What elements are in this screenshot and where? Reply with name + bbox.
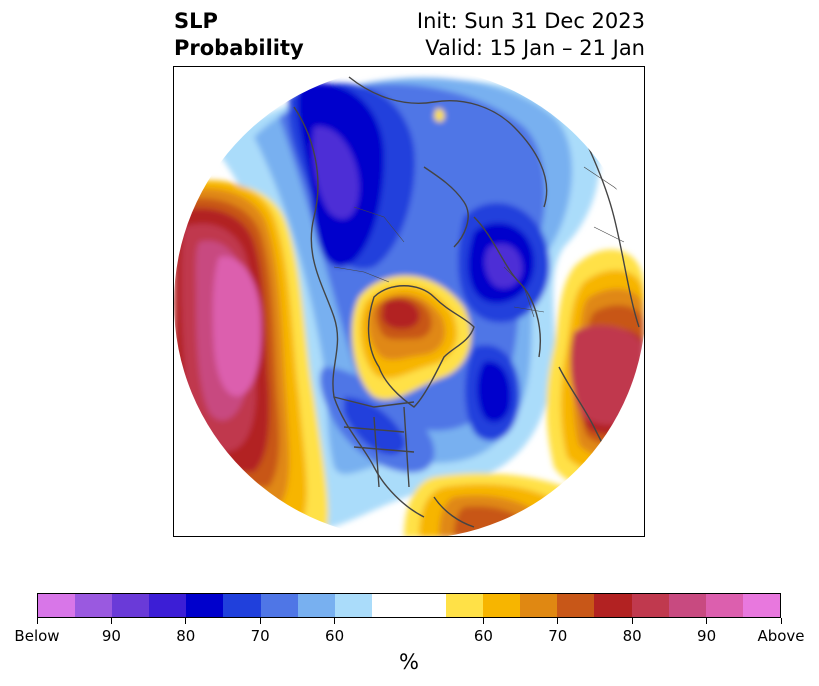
- colorbar-segment: [186, 594, 224, 617]
- colorbar-segment: [705, 594, 743, 617]
- colorbar-segment: [446, 594, 484, 617]
- colorbar-segment: [112, 594, 150, 617]
- valid-range: Valid: 15 Jan – 21 Jan: [425, 36, 645, 60]
- title-subtitle: Probability: [174, 36, 304, 60]
- colorbar-segment: [483, 594, 521, 617]
- colorbar-tick-label: 90: [101, 627, 121, 645]
- colorbar-tick-label: Above: [757, 627, 805, 645]
- title-variable: SLP: [174, 9, 218, 33]
- colorbar-tick: [780, 618, 782, 624]
- colorbar-tick: [706, 618, 708, 624]
- colorbar-segment: [260, 594, 298, 617]
- shade-above-arctic-small: [434, 108, 445, 122]
- colorbar-tick: [557, 618, 559, 624]
- colorbar-segment: [668, 594, 706, 617]
- chart-date-info: Init: Sun 31 Dec 2023 Valid: 15 Jan – 21…: [417, 8, 645, 62]
- shade-above-pacific-95: [212, 256, 262, 397]
- colorbar-tick-label: 70: [548, 627, 568, 645]
- colorbar-segment: [371, 594, 409, 617]
- colorbar-tick: [631, 618, 633, 624]
- colorbar-tick-label: 60: [325, 627, 345, 645]
- colorbar-tick-label: Below: [14, 627, 60, 645]
- colorbar-tick: [334, 618, 336, 624]
- colorbar-tick: [36, 618, 38, 624]
- colorbar-tick-label: 80: [176, 627, 196, 645]
- colorbar-segment: [75, 594, 113, 617]
- colorbar-segment: [297, 594, 335, 617]
- colorbar-segment: [408, 594, 447, 617]
- shade-above-hudson-80: [382, 298, 420, 329]
- shade-below-atlantic-core: [477, 361, 511, 423]
- colorbar-segment: [223, 594, 261, 617]
- chart-title: SLP Probability: [174, 8, 304, 62]
- probability-map: [174, 67, 644, 536]
- colorbar-tick-label: 60: [473, 627, 493, 645]
- colorbar-segment: [557, 594, 595, 617]
- colorbar-segment: [742, 594, 780, 617]
- colorbar-tick-label: 70: [250, 627, 270, 645]
- colorbar-tick: [482, 618, 484, 624]
- colorbar-segment: [631, 594, 669, 617]
- colorbar-tick: [185, 618, 187, 624]
- colorbar-tick-label: 90: [697, 627, 717, 645]
- init-date: Init: Sun 31 Dec 2023: [416, 9, 645, 33]
- colorbar-segment: [334, 594, 372, 617]
- shade-above-east-85: [570, 325, 644, 425]
- colorbar-segment: [520, 594, 558, 617]
- colorbar-tick: [110, 618, 112, 624]
- colorbar-unit: %: [399, 650, 419, 674]
- shade-above-atlantic-75: [454, 506, 539, 536]
- map-panel: [173, 66, 645, 537]
- colorbar-segment: [594, 594, 632, 617]
- colorbar-tick: [259, 618, 261, 624]
- colorbar-tick-label: 80: [622, 627, 642, 645]
- shade-below-scandinavia-core: [484, 243, 523, 289]
- shade-below-west-canada-core: [312, 126, 359, 219]
- colorbar-segment: [149, 594, 187, 617]
- colorbar-segment: [38, 594, 76, 617]
- colorbar: [37, 593, 781, 618]
